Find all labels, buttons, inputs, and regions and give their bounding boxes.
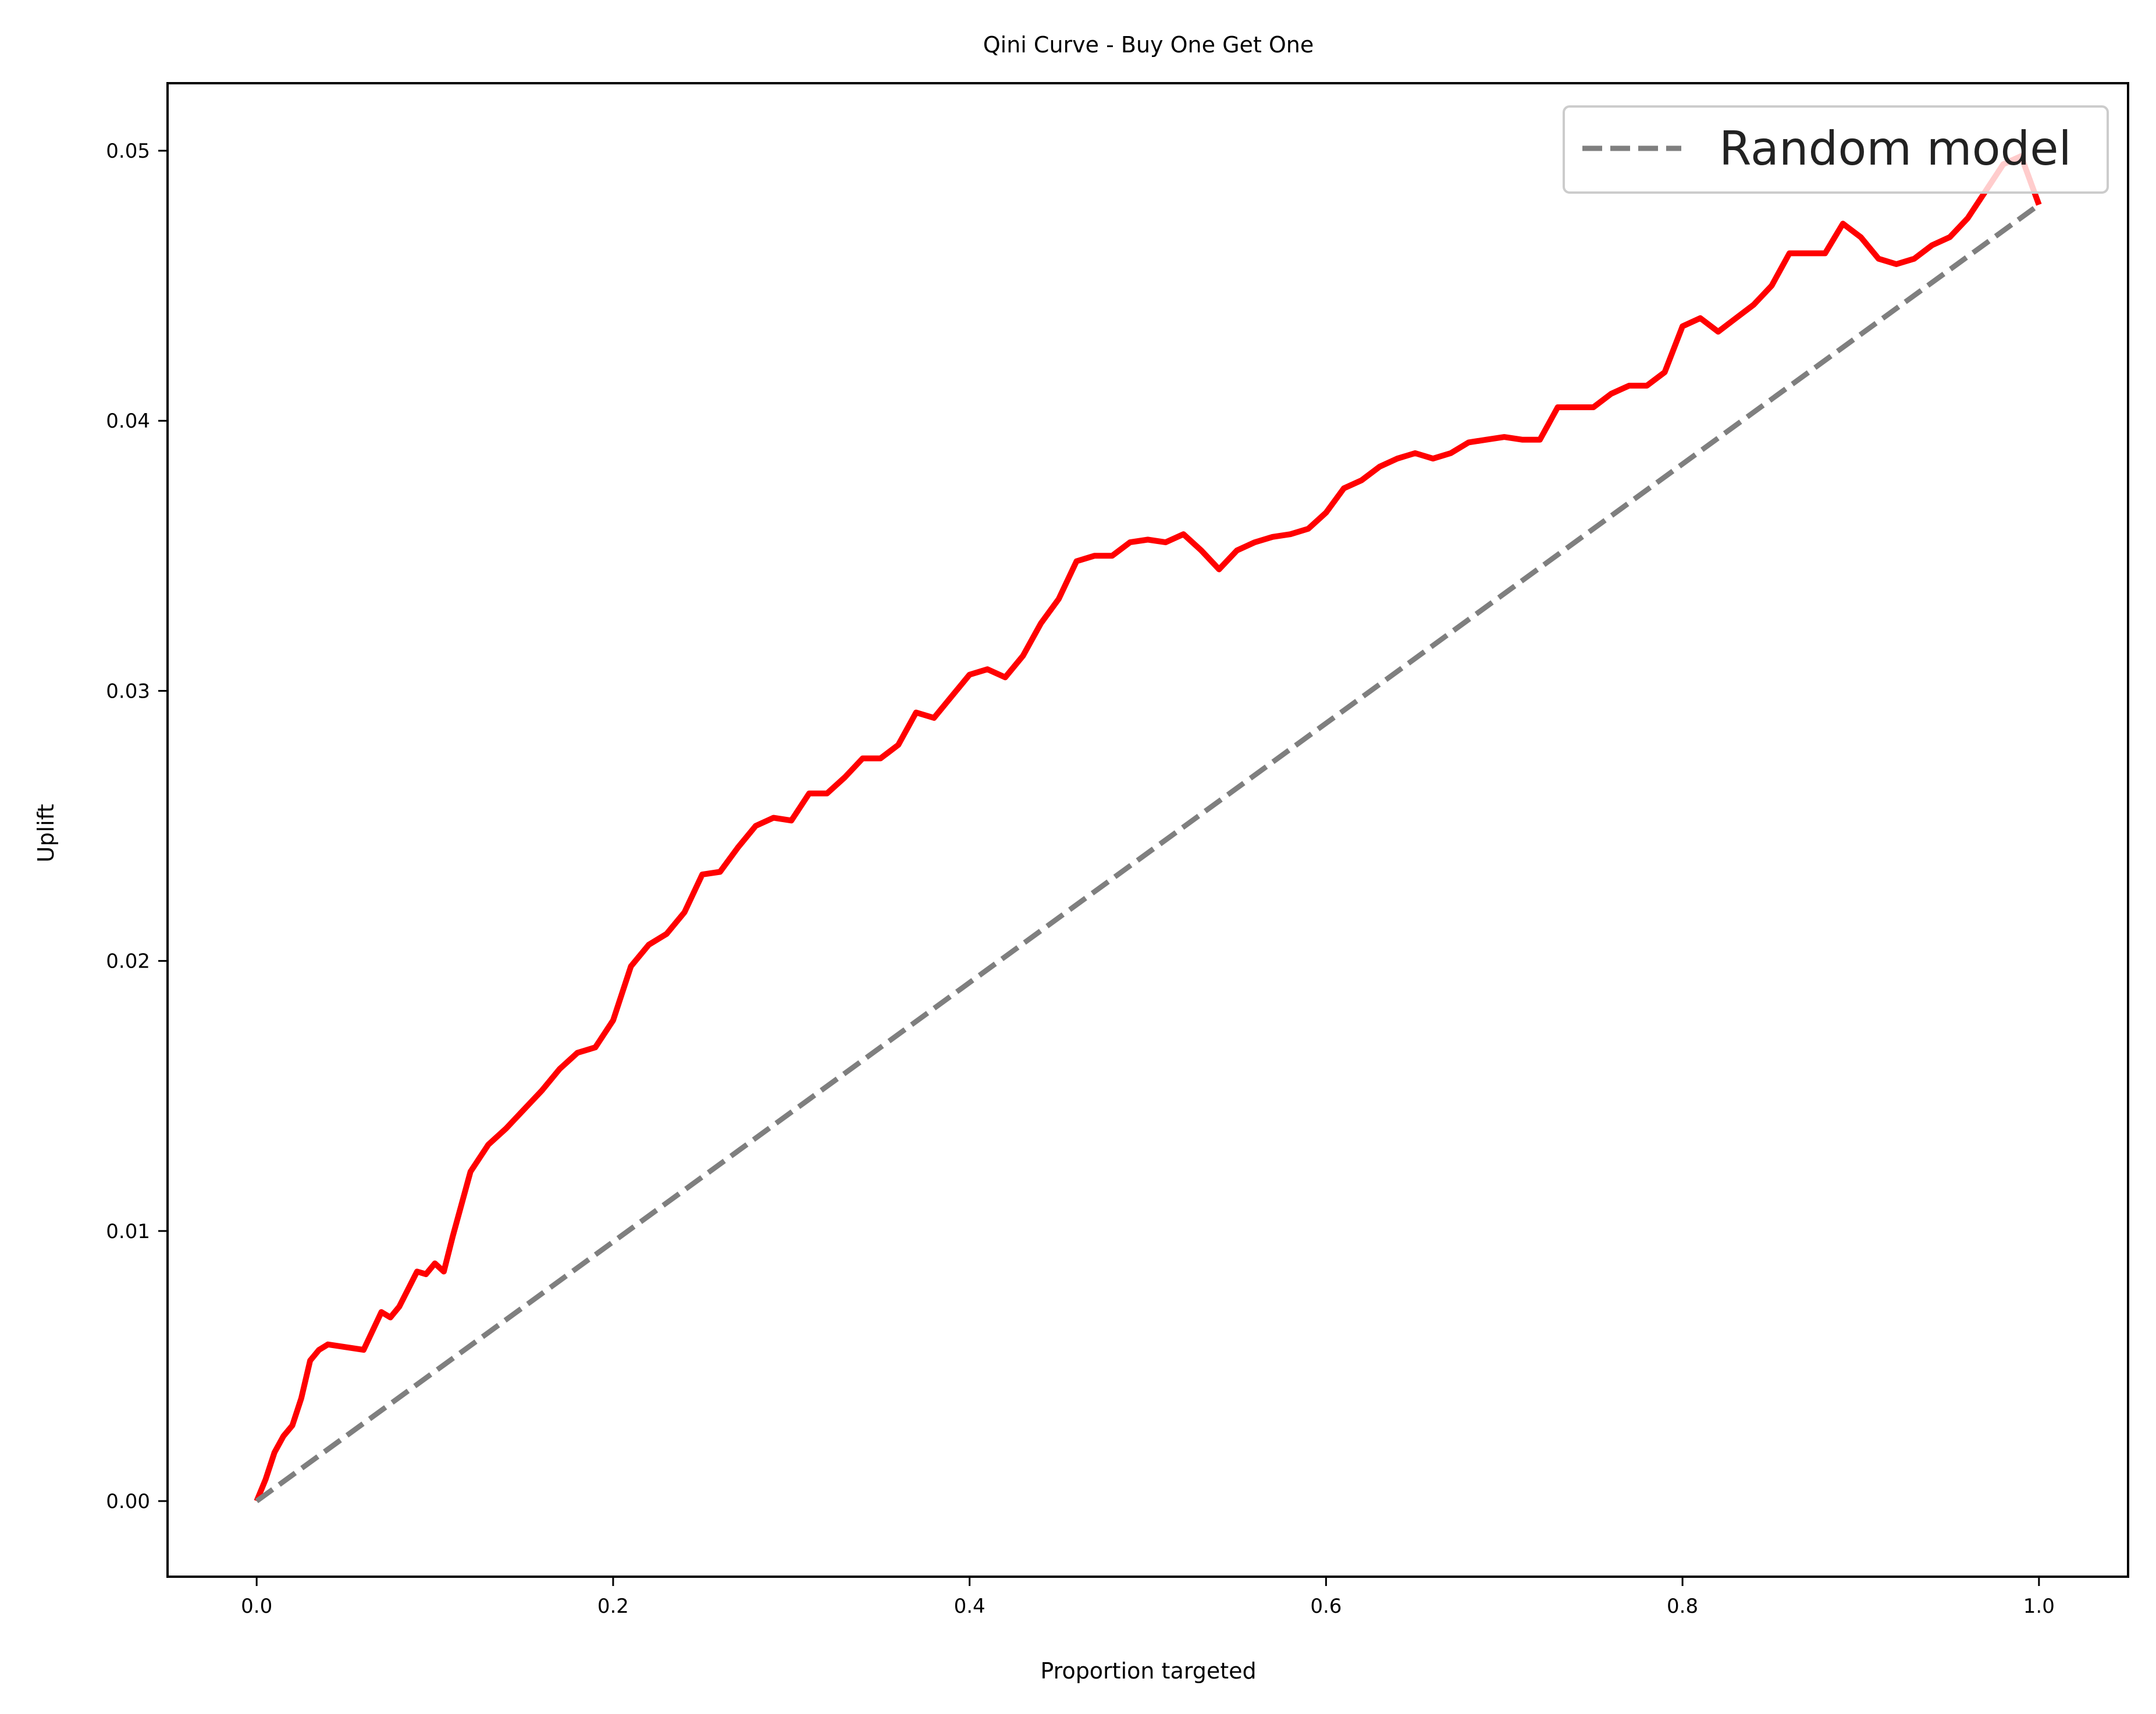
x-tick-label: 0.4 xyxy=(954,1595,986,1618)
y-tick-label: 0.00 xyxy=(106,1490,150,1513)
x-tick-label: 0.2 xyxy=(597,1595,629,1618)
x-axis-title: Proportion targeted xyxy=(1040,1658,1256,1684)
x-tick-label: 0.0 xyxy=(241,1595,272,1618)
y-axis-title: Uplift xyxy=(33,804,59,863)
y-tick-label: 0.03 xyxy=(106,680,150,703)
plot-area xyxy=(166,82,2129,1578)
legend-box xyxy=(1563,105,2109,194)
qini-curve-line xyxy=(254,153,2042,1502)
y-tick-label: 0.02 xyxy=(106,950,150,973)
legend-label-random-model: Random model xyxy=(1719,122,2072,176)
axes-frame xyxy=(166,82,2129,1578)
chart-title: Qini Curve - Buy One Get One xyxy=(983,32,1314,58)
x-tick-label: 1.0 xyxy=(2023,1595,2055,1618)
axis-ticks: 0.0 0.2 0.4 0.6 0.8 1.0 0.00 0.01 0.02 0.03 0.04 0.… xyxy=(106,140,2055,1618)
random-model-line xyxy=(255,202,2041,1503)
y-tick-label: 0.01 xyxy=(106,1220,150,1243)
x-tick-label: 0.8 xyxy=(1667,1595,1698,1618)
y-tick-label: 0.04 xyxy=(106,410,150,433)
legend: Random model xyxy=(1563,105,2109,194)
x-tick-label: 0.6 xyxy=(1310,1595,1342,1618)
y-tick-label: 0.05 xyxy=(106,140,150,163)
